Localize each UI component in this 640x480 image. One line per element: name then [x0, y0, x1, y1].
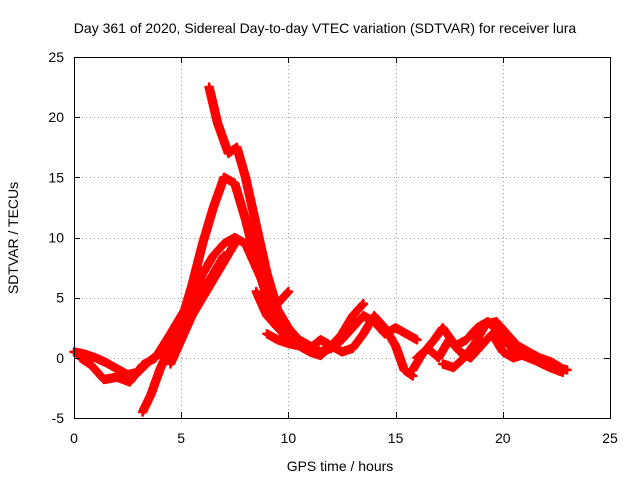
y-tick-label: 15: [48, 169, 64, 185]
series-layer: [69, 82, 572, 417]
y-tick-label: -5: [52, 410, 65, 426]
series-markers: [204, 82, 422, 357]
x-tick-label: 25: [602, 430, 618, 446]
y-tick-label: 20: [48, 109, 64, 125]
chart-title: Day 361 of 2020, Sidereal Day-to-day VTE…: [74, 20, 577, 36]
series-track-5: [204, 82, 422, 357]
y-tick-label: 0: [56, 350, 64, 366]
x-tick-label: 5: [177, 430, 185, 446]
y-axis-label: SDTVAR / TECUs: [5, 182, 21, 294]
x-axis-label: GPS time / hours: [287, 458, 394, 474]
series-track-7: [262, 310, 418, 381]
series-track-10: [438, 316, 566, 373]
tick-layer: 0 5 10 15 20 25 -5 0 5 10 15 20 25: [48, 49, 618, 446]
x-tick-label: 15: [388, 430, 404, 446]
y-tick-label: 10: [48, 230, 64, 246]
series-track-4: [165, 238, 240, 369]
x-tick-label: 10: [281, 430, 297, 446]
x-tick-label: 20: [495, 430, 511, 446]
grid-layer: [74, 57, 610, 418]
x-tick-label: 0: [70, 430, 78, 446]
y-tick-label: 5: [56, 290, 64, 306]
y-tick-label: 25: [48, 49, 64, 65]
